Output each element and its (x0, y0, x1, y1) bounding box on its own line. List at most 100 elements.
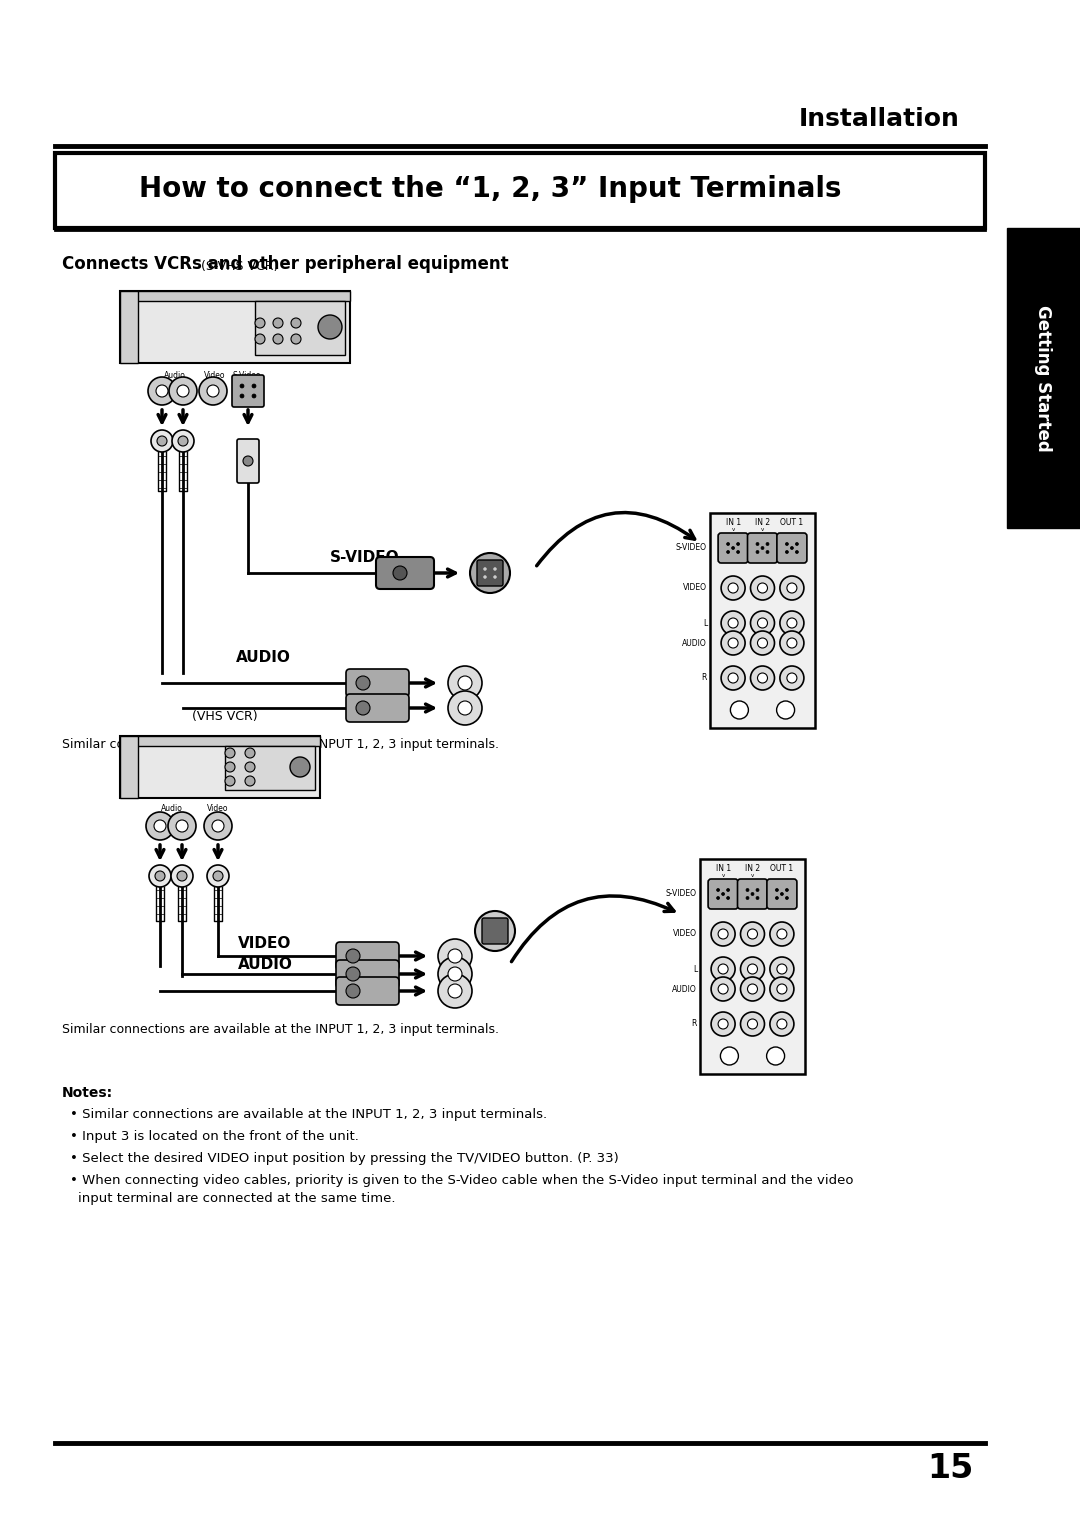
Circle shape (747, 984, 757, 995)
Circle shape (795, 550, 798, 553)
Circle shape (777, 984, 787, 995)
Text: (S-VHS VCR): (S-VHS VCR) (201, 260, 279, 274)
Circle shape (356, 675, 370, 691)
Text: Similar connections are available at the INPUT 1, 2, 3 input terminals.: Similar connections are available at the… (62, 738, 499, 750)
Bar (55, 153, 985, 228)
Text: input terminal are connected at the same time.: input terminal are connected at the same… (78, 1192, 395, 1206)
Text: 15: 15 (927, 1452, 973, 1485)
Text: Getting Started: Getting Started (1034, 304, 1052, 451)
Circle shape (770, 976, 794, 1001)
FancyBboxPatch shape (738, 879, 768, 909)
Circle shape (721, 892, 725, 895)
Circle shape (356, 701, 370, 715)
Circle shape (448, 949, 462, 963)
Circle shape (791, 547, 794, 550)
Circle shape (484, 567, 486, 570)
FancyBboxPatch shape (767, 879, 797, 909)
Circle shape (721, 576, 745, 601)
Circle shape (711, 976, 735, 1001)
Circle shape (756, 888, 759, 891)
Circle shape (777, 929, 787, 940)
Text: Video: Video (204, 371, 226, 380)
Text: OUT: OUT (173, 380, 188, 387)
Circle shape (785, 550, 788, 553)
Circle shape (770, 957, 794, 981)
Circle shape (731, 547, 734, 550)
Text: IN 1: IN 1 (716, 863, 731, 872)
Circle shape (737, 542, 740, 545)
Text: (VHS VCR): (VHS VCR) (192, 711, 258, 723)
Circle shape (757, 617, 768, 628)
Circle shape (781, 892, 783, 895)
Circle shape (721, 666, 745, 691)
Circle shape (484, 576, 486, 579)
Circle shape (785, 897, 788, 900)
Circle shape (711, 1012, 735, 1036)
Circle shape (741, 921, 765, 946)
FancyBboxPatch shape (718, 533, 748, 562)
Text: IN 2: IN 2 (745, 863, 760, 872)
Circle shape (728, 639, 738, 648)
Circle shape (747, 1019, 757, 1028)
Circle shape (766, 550, 769, 553)
FancyBboxPatch shape (237, 439, 259, 483)
Circle shape (787, 617, 797, 628)
Circle shape (199, 377, 227, 405)
FancyBboxPatch shape (336, 960, 399, 989)
Text: VIDEO: VIDEO (239, 937, 292, 950)
Circle shape (148, 377, 176, 405)
Circle shape (770, 921, 794, 946)
Circle shape (475, 911, 515, 950)
Text: AUDIO: AUDIO (235, 649, 291, 665)
Text: AUDIO: AUDIO (238, 957, 293, 972)
Circle shape (751, 576, 774, 601)
Text: Similar connections are available at the INPUT 1, 2, 3 input terminals.: Similar connections are available at the… (62, 1024, 499, 1036)
Text: S-VIDEO: S-VIDEO (330, 550, 400, 565)
Text: Video: Video (207, 804, 229, 813)
Circle shape (448, 967, 462, 981)
Text: v: v (721, 872, 725, 879)
Circle shape (154, 821, 166, 833)
Circle shape (438, 957, 472, 992)
Circle shape (438, 940, 472, 973)
Circle shape (245, 776, 255, 785)
Circle shape (213, 871, 222, 882)
Circle shape (171, 865, 193, 886)
Circle shape (785, 888, 788, 891)
Text: OUT: OUT (238, 380, 253, 387)
Circle shape (207, 385, 219, 397)
Circle shape (240, 384, 244, 388)
Circle shape (767, 1047, 784, 1065)
Circle shape (757, 584, 768, 593)
Circle shape (346, 949, 360, 963)
FancyBboxPatch shape (477, 559, 503, 587)
Bar (120, 290, 138, 364)
Text: IN 2: IN 2 (755, 518, 770, 527)
Text: • Similar connections are available at the INPUT 1, 2, 3 input terminals.: • Similar connections are available at t… (70, 1108, 548, 1122)
Text: OUT: OUT (171, 814, 186, 821)
Circle shape (718, 1019, 728, 1028)
Circle shape (746, 897, 750, 900)
Circle shape (393, 565, 407, 581)
Text: S-Video: S-Video (233, 371, 261, 380)
Circle shape (458, 675, 472, 691)
FancyBboxPatch shape (482, 918, 508, 944)
Circle shape (756, 542, 759, 545)
Circle shape (777, 964, 787, 973)
Circle shape (172, 429, 194, 452)
Circle shape (720, 1047, 739, 1065)
Circle shape (149, 865, 171, 886)
Text: Notes:: Notes: (62, 1086, 113, 1100)
Circle shape (225, 749, 235, 758)
Text: v: v (751, 872, 754, 879)
Circle shape (785, 542, 788, 545)
Circle shape (240, 394, 244, 397)
Circle shape (212, 821, 224, 833)
Text: Audio: Audio (164, 371, 186, 380)
Circle shape (741, 1012, 765, 1036)
Bar (120, 736, 138, 798)
Circle shape (737, 550, 740, 553)
Text: VIDEO: VIDEO (673, 929, 697, 938)
Circle shape (225, 776, 235, 785)
Circle shape (156, 871, 165, 882)
